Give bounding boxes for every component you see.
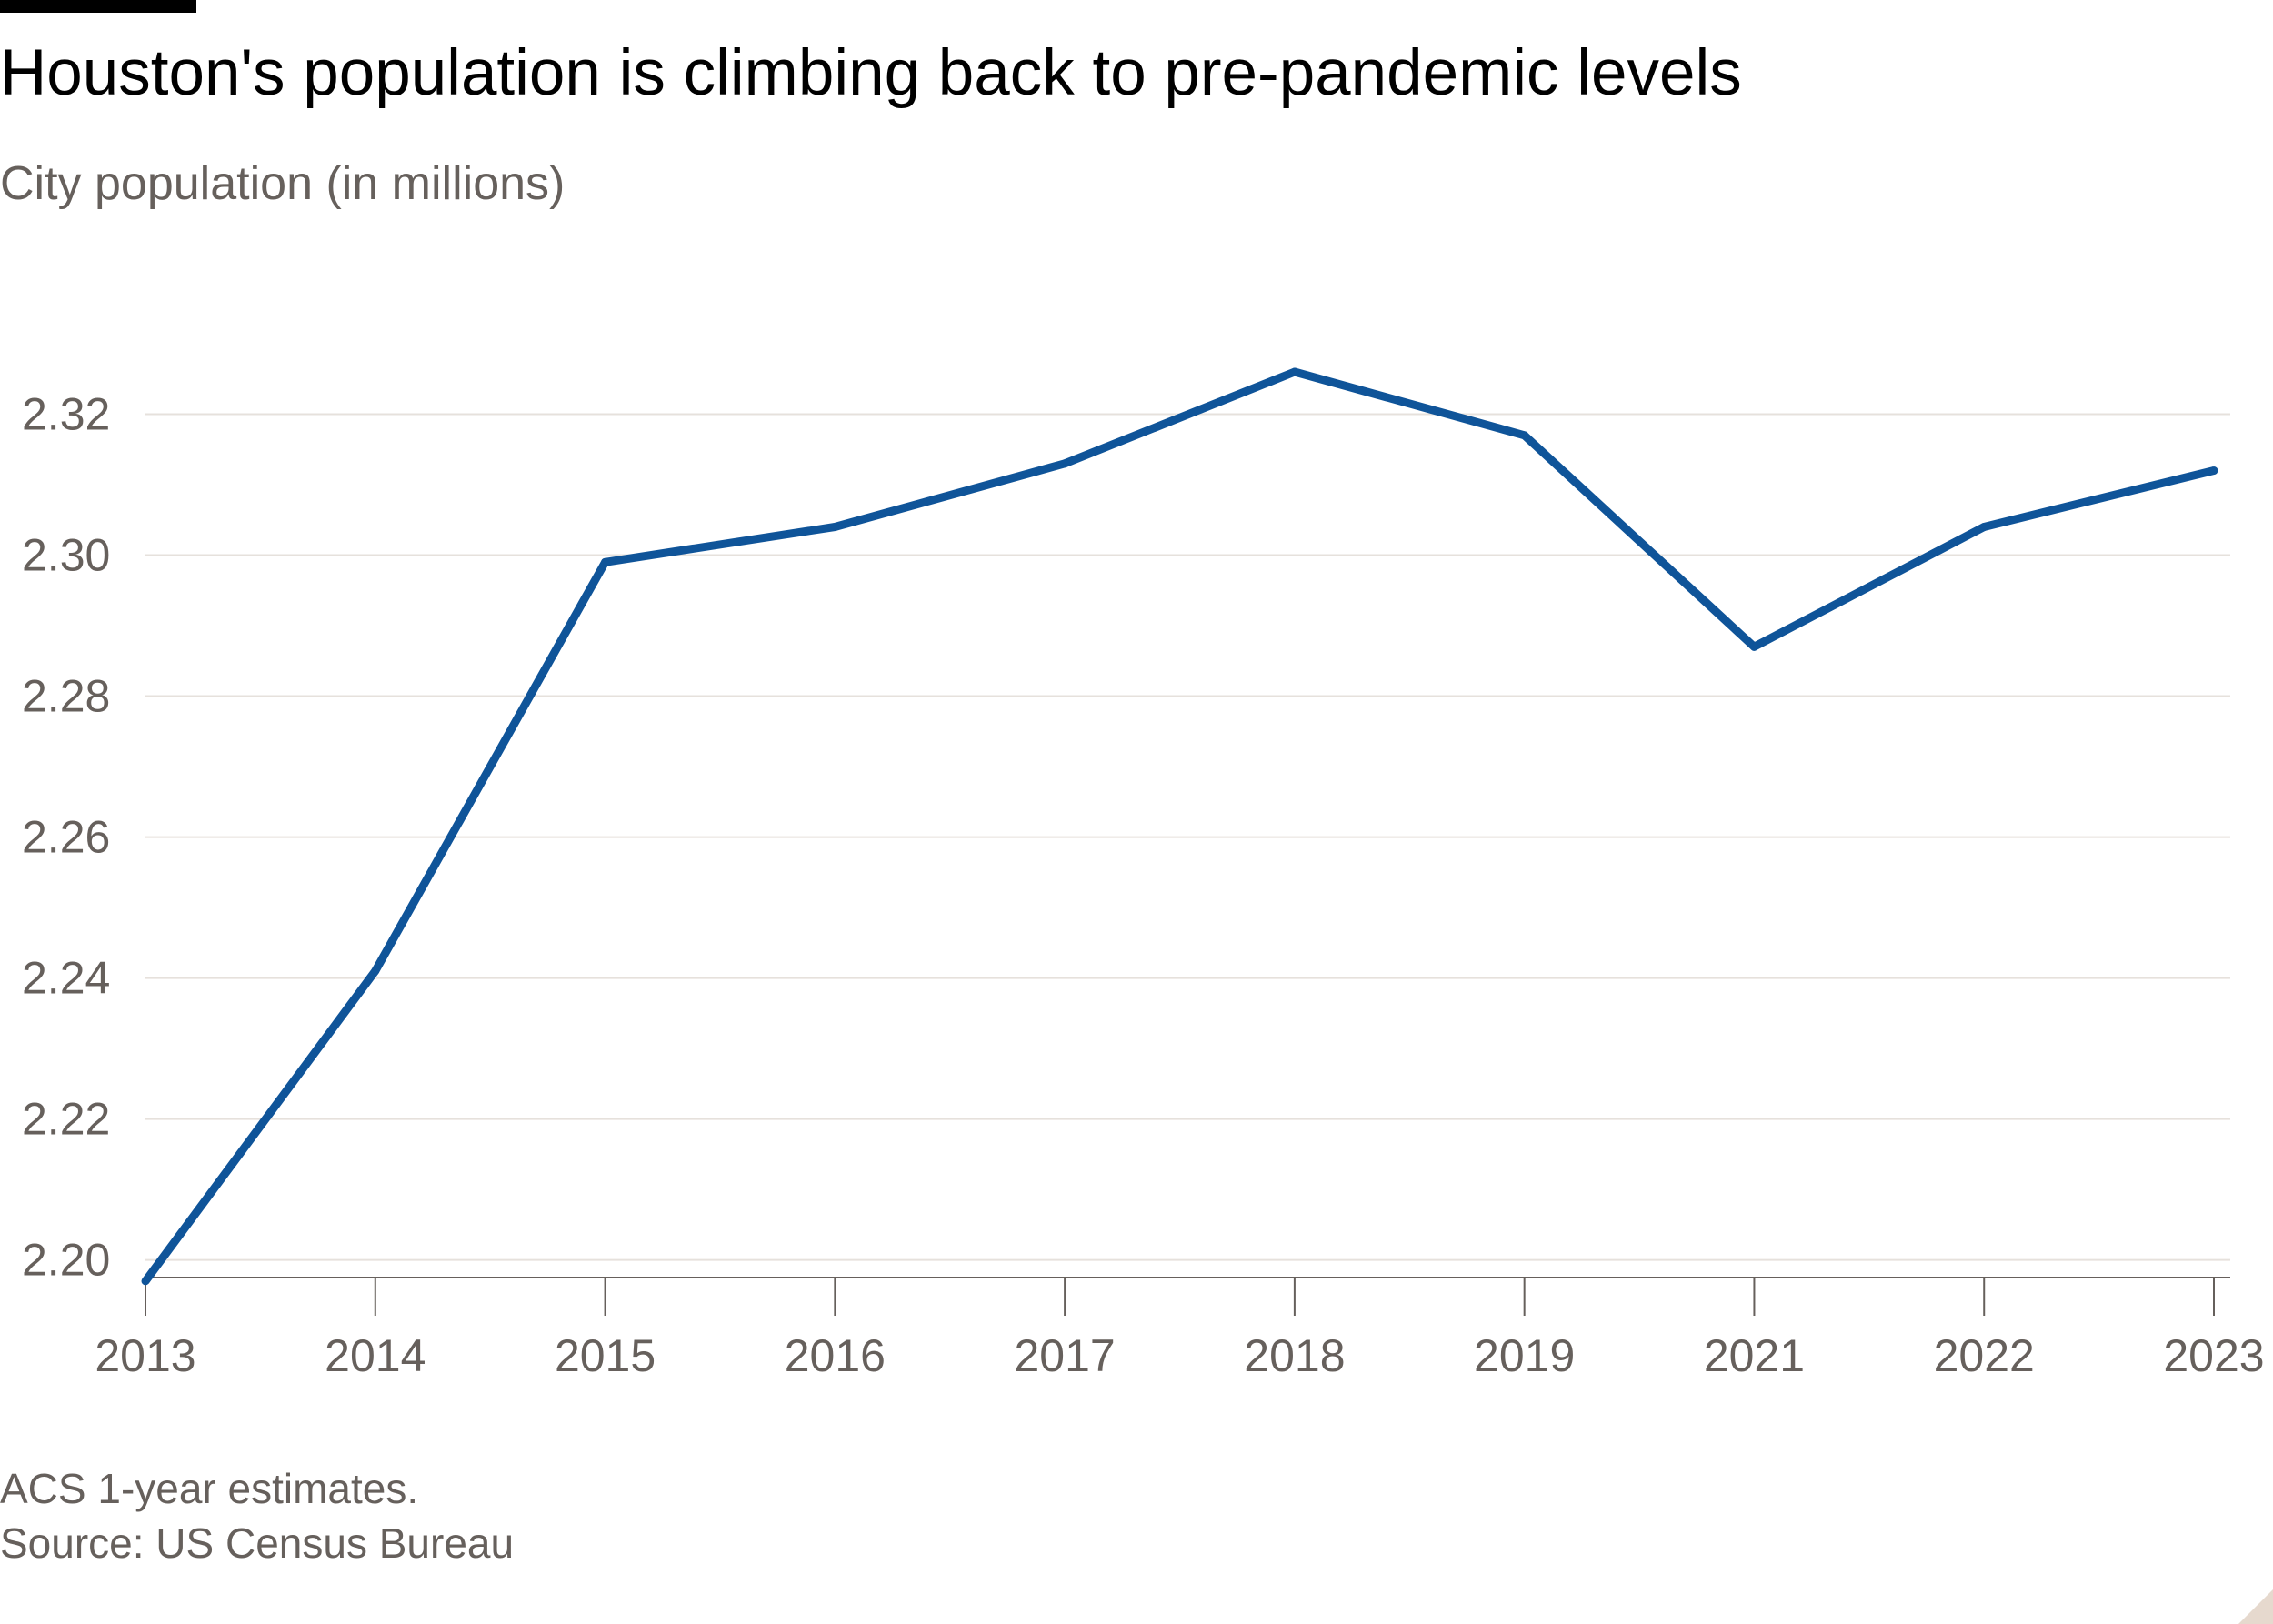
y-axis-labels: 2.20 2.22 2.24 2.26 2.28 2.30 2.32 xyxy=(22,389,110,1286)
gridlines xyxy=(145,413,2230,1261)
accent-bar xyxy=(0,0,196,13)
data-point xyxy=(1749,642,1758,651)
x-tick-label: 2015 xyxy=(555,1330,656,1381)
population-series-line xyxy=(142,367,2216,1284)
line-chart: 2.202.222.242.262.282.302.32 2013 2014 201… xyxy=(22,367,2265,1381)
y-tick-label: 2.30 xyxy=(22,530,110,581)
data-point xyxy=(2209,466,2218,476)
data-point xyxy=(1060,459,1069,468)
x-axis: 2013 2014 2015 2016 2017 2018 2019 2021 2022 2023 xyxy=(95,1277,2265,1381)
series xyxy=(141,367,2218,1286)
y-tick-label: 2.20 xyxy=(22,1235,110,1286)
data-point xyxy=(1979,523,1988,532)
x-tick-label: 2018 xyxy=(1244,1330,1345,1381)
y-tick-label: 2.28 xyxy=(22,671,110,722)
x-tick-label: 2017 xyxy=(1014,1330,1115,1381)
x-tick-label: 2013 xyxy=(95,1330,195,1381)
corner-mark xyxy=(2238,1589,2273,1624)
data-point xyxy=(141,1277,150,1286)
data-point xyxy=(601,557,610,566)
x-tick-label: 2016 xyxy=(785,1330,886,1381)
y-tick-label: 2.32 xyxy=(22,389,110,440)
y-tick-label: 2.22 xyxy=(22,1094,110,1145)
data-point xyxy=(1520,431,1529,440)
chart-title: Houston's population is climbing back to… xyxy=(0,37,1742,109)
source-note: Source: US Census Bureau xyxy=(0,1519,515,1567)
x-tick-label: 2021 xyxy=(1704,1330,1805,1381)
x-tick-label: 2022 xyxy=(1934,1330,2035,1381)
x-tick-label: 2019 xyxy=(1474,1330,1575,1381)
data-point xyxy=(830,523,839,532)
y-tick-label: 2.26 xyxy=(22,812,110,863)
data-point xyxy=(371,967,380,976)
footnote: ACS 1-year estimates. xyxy=(0,1465,419,1512)
data-point xyxy=(1290,367,1299,376)
x-tick-label: 2023 xyxy=(2163,1330,2264,1381)
x-tick-label: 2014 xyxy=(325,1330,426,1381)
chart-subtitle: City population (in millions) xyxy=(0,157,566,210)
y-tick-label: 2.24 xyxy=(22,953,110,1004)
